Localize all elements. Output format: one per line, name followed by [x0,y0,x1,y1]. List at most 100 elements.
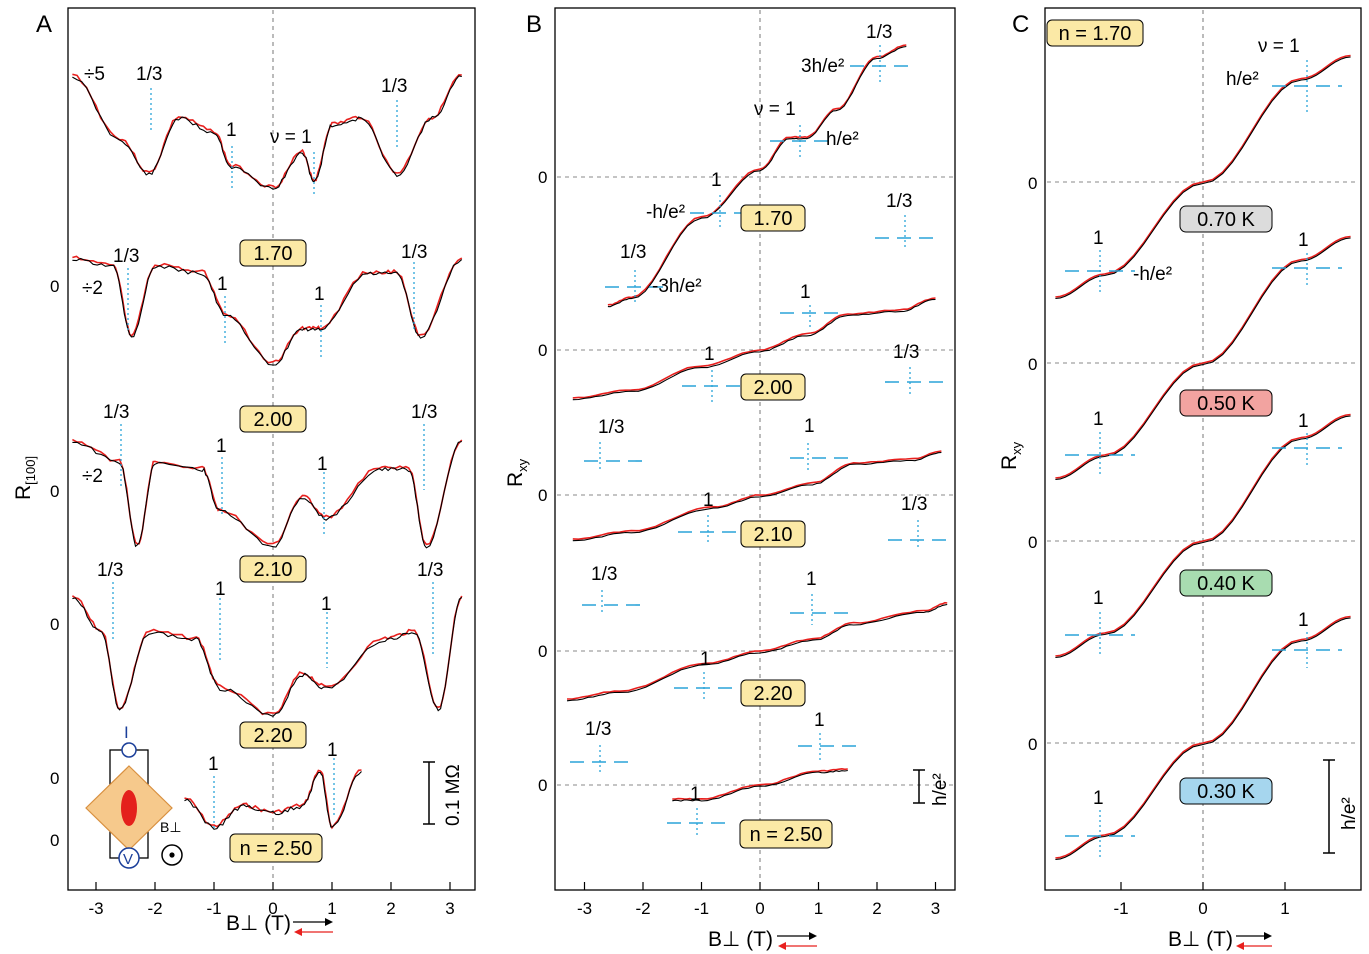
trace-up-sweep [572,298,936,401]
trace-up-sweep [566,603,948,702]
c-ann: h/e² [1226,69,1259,90]
a-label: 1 [217,274,228,295]
b-box-text: n = 2.50 [750,824,823,846]
b-xlabel: B⊥ (T) [708,928,773,951]
a-label: 1 [317,454,328,475]
a-density-box: 2.00 [239,405,307,433]
x-tick-label: 0 [268,899,277,918]
a-device-inset: I V B⊥ [85,723,183,869]
c-temp-box: 0.30 K [1179,777,1273,805]
trace-up-sweep [184,771,362,830]
b-plateau: 1 [814,710,825,731]
b-plateau: 1 [700,649,711,670]
c-temp-text: 0.40 K [1197,573,1255,595]
c-plateau: 1 [1298,411,1309,432]
c-temp-text: 0.50 K [1197,393,1255,415]
panel-b-frame [554,7,956,891]
trace-down-sweep [72,438,463,546]
a-box-text: 2.20 [254,725,293,747]
c-ylabel: Rxy [998,441,1024,470]
panel-c-label: C [1012,11,1029,38]
b-plateau: 1/3 [591,564,617,585]
trace-down-sweep [572,450,942,541]
trace-down-sweep [71,595,463,716]
x-tick-label: -1 [206,899,221,918]
b-box-text: 2.00 [754,377,793,399]
panel-b-zero-levels [557,176,953,786]
trace-down-sweep [1055,54,1351,298]
a-label: 1 [314,284,325,305]
b-plateau: 1/3 [893,342,919,363]
a-y-zero: 0 [50,769,59,788]
a-box-text: n = 2.50 [240,838,313,860]
x-tick-label: -2 [635,899,650,918]
trace-up-sweep [1055,415,1351,659]
a-sweep-arrows [293,918,333,936]
c-plateau: 1 [1298,610,1309,631]
x-tick-label: -2 [147,899,162,918]
a-density-box: 2.20 [239,721,307,749]
panel-b-label: B [526,11,542,38]
b-plateau: 1 [804,416,815,437]
b-ann: 3h/e² [801,56,844,77]
current-source-icon [121,742,137,758]
a-density-box: 1.70 [239,239,307,267]
b-plateau: 1 [800,282,811,303]
trace-down-sweep [1055,413,1351,657]
c-y-zero: 0 [1028,533,1037,552]
c-ann: 1 [1093,228,1104,249]
trace-up-sweep [1055,56,1351,300]
b-plateau: 1 [704,344,715,365]
a-label: ν = 1 [270,127,312,148]
a-label: 1/3 [97,560,123,581]
c-density-box: n = 1.70 [1046,19,1144,47]
a-divider: ÷2 [82,466,103,487]
a-inset-voltage: V [123,851,133,868]
sample-oval-icon [121,790,137,826]
c-scalebar-label: h/e² [1339,797,1360,830]
a-y-zero: 0 [50,615,59,634]
b-box-text: 2.10 [754,524,793,546]
trace-up-sweep [72,257,463,366]
c-xlabel: B⊥ (T) [1168,928,1233,951]
trace-down-sweep [72,255,463,364]
b-y-zero: 0 [538,341,547,360]
a-y-zero: 0 [50,482,59,501]
trace-down-sweep [1055,615,1351,859]
b-y-zero: 0 [538,776,547,795]
a-ylabel: R[100] [12,456,38,500]
a-label: 1 [208,754,219,775]
panel-a-guides [112,88,434,830]
c-ann: ν = 1 [1258,36,1300,57]
b-plateau: 1/3 [598,417,624,438]
trace-down-sweep [1055,235,1351,479]
a-density-box: 2.10 [239,555,307,583]
b-y-zero: 0 [538,642,547,661]
c-y-zero: 0 [1028,355,1037,374]
a-label: 1 [215,579,226,600]
b-box-text: 2.20 [754,683,793,705]
trace-up-sweep [1055,617,1351,861]
c-temp-text: 0.70 K [1197,209,1255,231]
a-label: 1/3 [381,76,407,97]
a-scalebar-label: 0.1 MΩ [443,764,464,826]
a-label: 1/3 [411,402,437,423]
a-xlabel: B⊥ (T) [226,912,291,935]
panel-b-x-ticks: -3 -2 -1 0 1 2 3 [577,882,940,918]
a-inset-field: B⊥ [160,819,182,835]
trace-up-sweep [607,45,907,308]
trace-down-sweep [572,297,936,399]
trace-up-sweep [672,769,848,802]
a-label: 1/3 [136,64,162,85]
c-temp-text: 0.30 K [1197,781,1255,803]
x-tick-label: 0 [1198,899,1207,918]
panel-a-x-ticks: -3 -2 -1 0 1 2 3 [88,882,455,918]
b-plateau: 1 [703,490,714,511]
c-temp-box: 0.70 K [1179,205,1273,233]
b-ann: 1/3 [866,22,892,43]
x-tick-label: 1 [814,899,823,918]
trace-up-sweep [1055,237,1351,481]
trace-up-sweep [72,75,462,190]
a-y-zero: 0 [50,277,59,296]
panel-b-traces [566,44,948,802]
